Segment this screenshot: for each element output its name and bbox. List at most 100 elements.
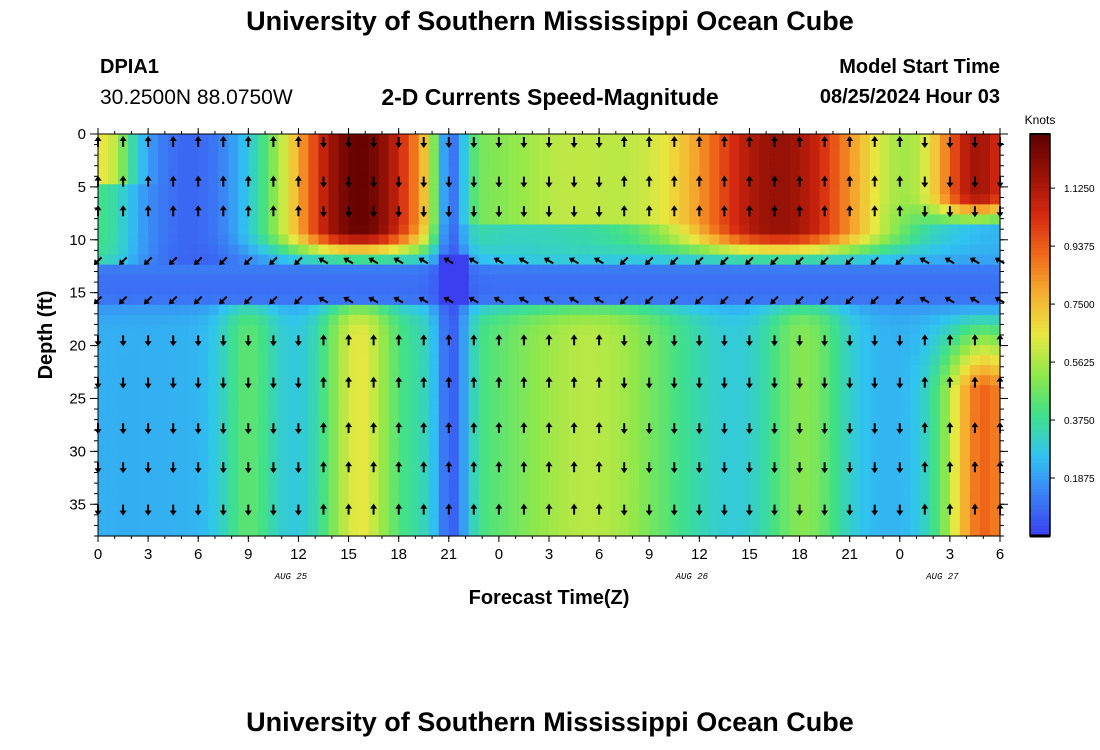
- heatmap-cell: [889, 274, 901, 286]
- heatmap-cell: [839, 284, 851, 296]
- colorbar-cell: [1030, 452, 1050, 457]
- heatmap-cell: [679, 415, 690, 427]
- heatmap-cell: [809, 264, 821, 276]
- heatmap-cell: [579, 164, 590, 175]
- heatmap-cell: [408, 214, 420, 226]
- heatmap-cell: [649, 395, 660, 406]
- heatmap-cell: [849, 345, 861, 356]
- heatmap-cell: [989, 465, 1001, 477]
- heatmap-cell: [408, 365, 420, 376]
- heatmap-cell: [549, 194, 560, 205]
- heatmap-cell: [749, 485, 761, 497]
- heatmap-cell: [989, 345, 1001, 356]
- heatmap-cell: [328, 244, 340, 256]
- heatmap-cell: [328, 335, 340, 346]
- heatmap-cell: [268, 475, 279, 487]
- heatmap-cell: [478, 475, 490, 487]
- heatmap-cell: [779, 174, 791, 185]
- colorbar-cell: [1030, 482, 1050, 487]
- heatmap-cell: [959, 284, 971, 296]
- heatmap-cell: [508, 505, 520, 517]
- heatmap-cell: [158, 435, 169, 447]
- heatmap-cell: [288, 254, 300, 266]
- heatmap-cell: [839, 455, 851, 467]
- heatmap-cell: [278, 244, 290, 256]
- heatmap-cell: [559, 174, 570, 185]
- heatmap-cell: [799, 184, 811, 195]
- heatmap-cell: [198, 455, 209, 467]
- heatmap-cell: [158, 254, 169, 266]
- heatmap-cell: [839, 244, 851, 256]
- heatmap-cell: [408, 234, 420, 246]
- heatmap-cell: [158, 405, 169, 416]
- heatmap-cell: [468, 415, 480, 427]
- heatmap-cell: [659, 224, 670, 236]
- heatmap-cell: [739, 395, 751, 406]
- heatmap-cell: [989, 435, 1001, 447]
- heatmap-cell: [258, 485, 269, 497]
- heatmap-cell: [258, 515, 269, 527]
- current-arrow: [244, 256, 253, 266]
- current-arrow: [320, 206, 327, 218]
- heatmap-cell: [448, 154, 460, 165]
- heatmap-cell: [859, 365, 871, 376]
- heatmap-cell: [318, 304, 330, 316]
- current-arrow: [318, 257, 329, 265]
- heatmap-cell: [899, 244, 911, 256]
- current-arrow: [370, 461, 378, 473]
- heatmap-cell: [739, 294, 751, 306]
- heatmap-cell: [218, 154, 229, 165]
- heatmap-cell: [739, 415, 751, 427]
- heatmap-cell: [358, 355, 370, 366]
- heatmap-cell: [819, 405, 831, 416]
- heatmap-cell: [228, 435, 239, 447]
- heatmap-cell: [518, 214, 530, 226]
- heatmap-cell: [829, 515, 841, 527]
- heatmap-cell: [859, 214, 871, 226]
- heatmap-cell: [719, 435, 730, 447]
- heatmap-cell: [98, 174, 109, 185]
- colorbar-cell: [1030, 335, 1050, 339]
- date-label: AUG 27: [925, 572, 959, 582]
- heatmap-cell: [158, 304, 169, 316]
- heatmap-cell: [378, 405, 390, 416]
- heatmap-cell: [98, 505, 109, 517]
- heatmap-cell: [448, 244, 460, 256]
- heatmap-cell: [318, 284, 330, 296]
- heatmap-cell: [248, 254, 259, 266]
- heatmap-cell: [689, 435, 700, 447]
- heatmap-cell: [148, 134, 159, 145]
- heatmap-cell: [879, 294, 891, 306]
- current-arrow: [520, 334, 528, 346]
- current-arrow: [921, 461, 929, 473]
- heatmap-cell: [979, 284, 991, 296]
- heatmap-cell: [438, 485, 450, 497]
- heatmap-cell: [118, 475, 129, 487]
- heatmap-cell: [178, 244, 189, 256]
- current-arrow: [194, 462, 202, 474]
- heatmap-cell: [178, 345, 189, 356]
- heatmap-cell: [579, 425, 590, 437]
- heatmap-cell: [879, 385, 891, 396]
- heatmap-cell: [538, 174, 550, 185]
- heatmap-cell: [318, 164, 330, 175]
- heatmap-cell: [328, 264, 340, 276]
- current-arrow: [520, 422, 528, 434]
- heatmap-cell: [238, 164, 249, 175]
- heatmap-cell: [288, 234, 300, 246]
- heatmap-cell: [288, 455, 300, 467]
- heatmap-cell: [789, 415, 801, 427]
- heatmap-cell: [388, 505, 400, 517]
- heatmap-cell: [438, 194, 450, 205]
- colorbar-cell: [1030, 261, 1050, 266]
- heatmap-cell: [689, 405, 700, 416]
- heatmap-cell: [218, 445, 229, 457]
- heatmap-cell: [108, 184, 119, 195]
- heatmap-cell: [408, 425, 420, 437]
- current-arrow: [119, 205, 127, 217]
- heatmap-cell: [969, 194, 981, 205]
- current-arrow: [119, 377, 127, 389]
- heatmap-cell: [759, 254, 771, 266]
- heatmap-cell: [849, 395, 861, 406]
- current-arrow: [169, 205, 177, 217]
